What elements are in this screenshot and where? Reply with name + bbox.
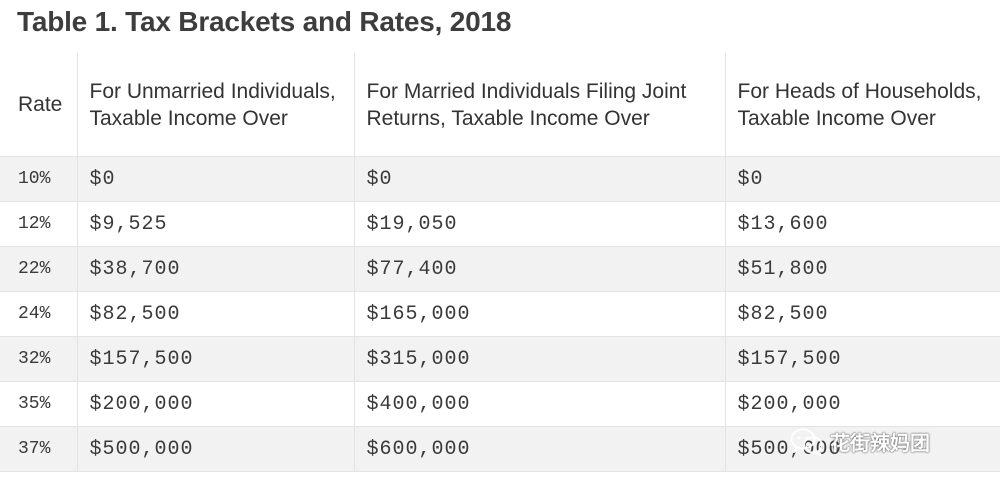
unmarried-cell: $200,000 bbox=[76, 381, 355, 427]
unmarried-cell: $500,000 bbox=[76, 426, 355, 472]
heads-of-households-cell: $0 bbox=[724, 156, 1000, 202]
married-joint-cell: $19,050 bbox=[353, 201, 726, 247]
table-row: 10% $0 $0 $0 bbox=[0, 156, 1000, 202]
married-joint-cell: $0 bbox=[353, 156, 726, 202]
rate-cell: 10% bbox=[0, 156, 78, 202]
heads-of-households-cell: $13,600 bbox=[724, 201, 1000, 247]
heads-of-households-cell: $500,000 bbox=[724, 426, 1000, 472]
rate-cell: 12% bbox=[0, 201, 78, 247]
wechat-icon bbox=[790, 428, 824, 456]
married-joint-cell: $600,000 bbox=[353, 426, 726, 472]
table-row: 22% $38,700 $77,400 $51,800 bbox=[0, 246, 1000, 292]
column-header-married-joint: For Married Individuals Filing Joint Ret… bbox=[353, 53, 726, 157]
table-row: 35% $200,000 $400,000 $200,000 bbox=[0, 381, 1000, 427]
unmarried-cell: $0 bbox=[76, 156, 355, 202]
watermark-text: 花街辣妈团 bbox=[830, 431, 930, 455]
column-header-heads-of-households: For Heads of Households, Taxable Income … bbox=[724, 53, 1000, 157]
unmarried-cell: $82,500 bbox=[76, 291, 355, 337]
rate-cell: 32% bbox=[0, 336, 78, 382]
heads-of-households-cell: $82,500 bbox=[724, 291, 1000, 337]
married-joint-cell: $77,400 bbox=[353, 246, 726, 292]
table-row: 12% $9,525 $19,050 $13,600 bbox=[0, 201, 1000, 247]
watermark: 花街辣妈团 bbox=[790, 427, 930, 456]
heads-of-households-cell: $51,800 bbox=[724, 246, 1000, 292]
tax-brackets-table: Rate For Unmarried Individuals, Taxable … bbox=[0, 53, 1000, 472]
unmarried-cell: $38,700 bbox=[76, 246, 355, 292]
column-header-rate: Rate bbox=[0, 53, 78, 157]
table-title: Table 1. Tax Brackets and Rates, 2018 bbox=[17, 6, 512, 37]
column-header-unmarried: For Unmarried Individuals, Taxable Incom… bbox=[76, 53, 355, 157]
table-row: 24% $82,500 $165,000 $82,500 bbox=[0, 291, 1000, 337]
married-joint-cell: $315,000 bbox=[353, 336, 726, 382]
rate-cell: 22% bbox=[0, 246, 78, 292]
heads-of-households-cell: $157,500 bbox=[724, 336, 1000, 382]
unmarried-cell: $9,525 bbox=[76, 201, 355, 247]
table-row: 37% $500,000 $600,000 $500,000 bbox=[0, 426, 1000, 472]
rate-cell: 35% bbox=[0, 381, 78, 427]
married-joint-cell: $400,000 bbox=[353, 381, 726, 427]
table-row: 32% $157,500 $315,000 $157,500 bbox=[0, 336, 1000, 382]
rate-cell: 24% bbox=[0, 291, 78, 337]
heads-of-households-cell: $200,000 bbox=[724, 381, 1000, 427]
unmarried-cell: $157,500 bbox=[76, 336, 355, 382]
rate-cell: 37% bbox=[0, 426, 78, 472]
table-header-row: Rate For Unmarried Individuals, Taxable … bbox=[0, 53, 1000, 157]
married-joint-cell: $165,000 bbox=[353, 291, 726, 337]
